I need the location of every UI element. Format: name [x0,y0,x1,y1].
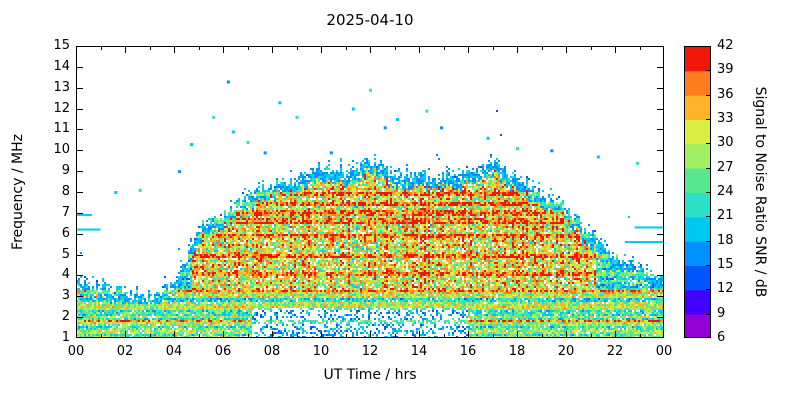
x-tick-label: 16 [459,344,477,359]
x-tick-label: 10 [312,344,330,359]
cb-tick-label: 30 [717,135,734,151]
heatmap-plot [76,46,664,338]
cb-tick-label: 18 [717,232,734,248]
x-tick-label: 08 [263,344,281,359]
chart-title: 2025-04-10 [326,11,414,29]
y-tick-label: 8 [61,184,70,199]
y-tick-label: 9 [61,163,70,179]
y-tick-label: 11 [53,121,70,137]
cb-tick-label: 21 [717,208,734,224]
x-tick-label: 18 [508,344,526,359]
y-tick-label: 1 [61,330,70,345]
y-tick-label: 13 [53,79,70,95]
x-tick-label: 04 [165,344,183,359]
x-tick-label: 12 [361,344,379,359]
y-tick-label: 10 [53,142,70,158]
x-tick-label: 22 [606,344,624,359]
y-tick-label: 14 [53,58,70,74]
cb-tick-label: 24 [717,184,734,199]
y-tick-label: 5 [61,246,70,262]
cb-tick-label: 15 [717,257,734,272]
x-tick-label: 06 [214,344,232,359]
y-axis-label: Frequency / MHz [10,134,26,250]
cb-tick-label: 27 [717,159,734,175]
y-tick-label: 12 [53,100,70,116]
x-tick-label: 20 [557,344,575,359]
cb-tick-label: 6 [717,330,726,345]
x-axis-label: UT Time / hrs [323,367,417,383]
cb-tick-label: 9 [717,305,726,321]
cb-tick-label: 42 [717,38,734,53]
y-tick-label: 2 [61,309,70,325]
colorbar [684,46,711,338]
cb-tick-label: 33 [717,111,734,126]
y-tick-label: 7 [61,204,70,220]
x-tick-label: 00 [655,344,673,359]
x-tick-label: 02 [116,344,134,359]
x-tick-label: 14 [410,344,428,359]
cb-tick-label: 39 [717,62,734,78]
y-tick-label: 15 [53,38,70,53]
y-tick-label: 6 [61,225,70,241]
cb-tick-label: 12 [717,281,734,297]
colorbar-label: Signal to Noise Ratio SNR / dB [752,86,768,298]
cb-tick-label: 36 [717,86,734,102]
y-tick-label: 3 [61,288,70,304]
y-tick-label: 4 [61,267,70,283]
x-tick-label: 00 [67,344,85,359]
